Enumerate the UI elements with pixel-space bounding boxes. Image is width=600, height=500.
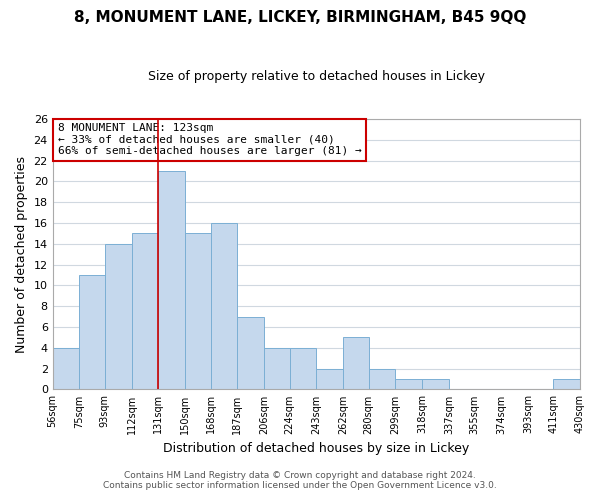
Bar	[211, 223, 238, 390]
Bar	[395, 379, 422, 390]
Text: 8, MONUMENT LANE, LICKEY, BIRMINGHAM, B45 9QQ: 8, MONUMENT LANE, LICKEY, BIRMINGHAM, B4…	[74, 10, 526, 25]
Bar	[422, 379, 449, 390]
Bar	[53, 348, 79, 390]
Text: 8 MONUMENT LANE: 123sqm
← 33% of detached houses are smaller (40)
66% of semi-de: 8 MONUMENT LANE: 123sqm ← 33% of detache…	[58, 123, 362, 156]
Bar	[158, 171, 185, 390]
Y-axis label: Number of detached properties: Number of detached properties	[15, 156, 28, 352]
Bar	[343, 338, 368, 390]
Bar	[553, 379, 580, 390]
Bar	[264, 348, 290, 390]
Bar	[79, 275, 105, 390]
Bar	[238, 316, 264, 390]
Bar	[105, 244, 131, 390]
Bar	[185, 234, 211, 390]
Bar	[368, 368, 395, 390]
Text: Contains HM Land Registry data © Crown copyright and database right 2024.
Contai: Contains HM Land Registry data © Crown c…	[103, 470, 497, 490]
Bar	[316, 368, 343, 390]
Bar	[290, 348, 316, 390]
Bar	[131, 234, 158, 390]
Title: Size of property relative to detached houses in Lickey: Size of property relative to detached ho…	[148, 70, 485, 83]
X-axis label: Distribution of detached houses by size in Lickey: Distribution of detached houses by size …	[163, 442, 469, 455]
